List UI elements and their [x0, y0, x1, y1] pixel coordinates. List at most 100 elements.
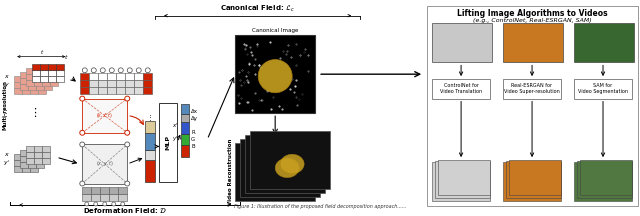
Ellipse shape [280, 154, 304, 174]
Bar [30, 154, 38, 160]
Bar [99, 80, 108, 87]
Circle shape [125, 181, 130, 186]
Text: Lifting Image Algorithms to Videos: Lifting Image Algorithms to Videos [457, 9, 608, 18]
Bar [51, 74, 58, 80]
Bar [28, 156, 36, 162]
Text: ⋮: ⋮ [147, 114, 154, 120]
Circle shape [103, 202, 107, 206]
Bar [48, 70, 56, 76]
Bar [30, 88, 38, 94]
Text: (e.g., ControlNet, Real-ESRGAN, SAM): (e.g., ControlNet, Real-ESRGAN, SAM) [473, 17, 592, 22]
Ellipse shape [258, 60, 292, 93]
Bar [108, 73, 116, 80]
Bar [83, 145, 127, 184]
Bar [14, 76, 22, 82]
Bar [56, 64, 64, 70]
Bar [134, 73, 143, 80]
Text: $x$: $x$ [4, 151, 10, 158]
Circle shape [100, 68, 105, 73]
Bar [89, 80, 99, 87]
Bar [83, 98, 127, 133]
Text: Multi-resolution: Multi-resolution [3, 81, 8, 130]
Circle shape [83, 68, 87, 73]
Bar [35, 68, 42, 74]
Ellipse shape [275, 158, 299, 178]
Circle shape [84, 202, 89, 206]
Circle shape [109, 68, 115, 73]
Bar [20, 162, 28, 168]
Bar [48, 64, 56, 70]
Bar [56, 70, 64, 76]
Bar [503, 23, 563, 62]
Bar [143, 80, 152, 87]
Bar [26, 146, 35, 152]
Bar [432, 23, 492, 62]
Bar [36, 150, 44, 156]
Bar [36, 84, 44, 90]
Bar [181, 105, 189, 114]
Text: $x'$
$y'$: $x'$ $y'$ [172, 122, 178, 144]
Bar [89, 87, 99, 94]
Bar [42, 146, 51, 152]
Circle shape [125, 142, 130, 147]
Bar [438, 160, 490, 195]
Bar [42, 158, 51, 164]
Bar [503, 162, 561, 201]
Bar [235, 143, 315, 201]
Bar [22, 88, 30, 94]
Bar [51, 80, 58, 86]
Bar [125, 73, 134, 80]
Circle shape [80, 181, 84, 186]
Bar [116, 80, 125, 87]
Circle shape [145, 68, 150, 73]
Bar [109, 194, 118, 201]
Bar [44, 78, 52, 84]
Text: MLP: MLP [166, 135, 171, 150]
Bar [30, 76, 38, 82]
Bar [42, 68, 51, 74]
Bar [181, 114, 189, 122]
Bar [28, 150, 36, 156]
Bar [14, 82, 22, 88]
Bar [36, 72, 44, 78]
Bar [38, 88, 46, 94]
Bar [26, 158, 35, 164]
Bar [20, 78, 28, 84]
Bar [245, 135, 325, 193]
Text: Real-ESRGAN for
Video Super-resolution: Real-ESRGAN for Video Super-resolution [504, 83, 560, 94]
Bar [35, 152, 42, 158]
Bar [26, 80, 35, 86]
Bar [92, 194, 100, 201]
Bar [432, 162, 490, 201]
Bar [134, 87, 143, 94]
Bar [99, 87, 108, 94]
Bar [435, 161, 490, 198]
Text: ⋮: ⋮ [1, 109, 10, 118]
Ellipse shape [265, 166, 289, 186]
Bar [22, 160, 30, 166]
Text: ControlNet for
Video Translation: ControlNet for Video Translation [440, 83, 482, 94]
Bar [44, 84, 52, 90]
Text: R
G
B: R G B [191, 130, 195, 149]
Bar [26, 74, 35, 80]
Bar [44, 72, 52, 78]
Bar [143, 87, 152, 94]
Bar [118, 194, 127, 201]
Bar [181, 122, 189, 134]
Bar [30, 160, 38, 166]
Bar [181, 134, 189, 145]
Bar [22, 166, 30, 172]
Text: Video Reconstruction: Video Reconstruction [228, 139, 233, 205]
Bar [159, 103, 177, 182]
Bar [235, 35, 315, 113]
Bar [30, 82, 38, 88]
Bar [125, 80, 134, 87]
Circle shape [80, 130, 84, 135]
Bar [48, 76, 56, 82]
Text: $(k,f,t)$: $(k,f,t)$ [97, 111, 113, 120]
Circle shape [125, 96, 130, 101]
Bar [35, 80, 42, 86]
Bar [32, 76, 40, 82]
Bar [14, 166, 22, 172]
Bar [240, 139, 320, 197]
